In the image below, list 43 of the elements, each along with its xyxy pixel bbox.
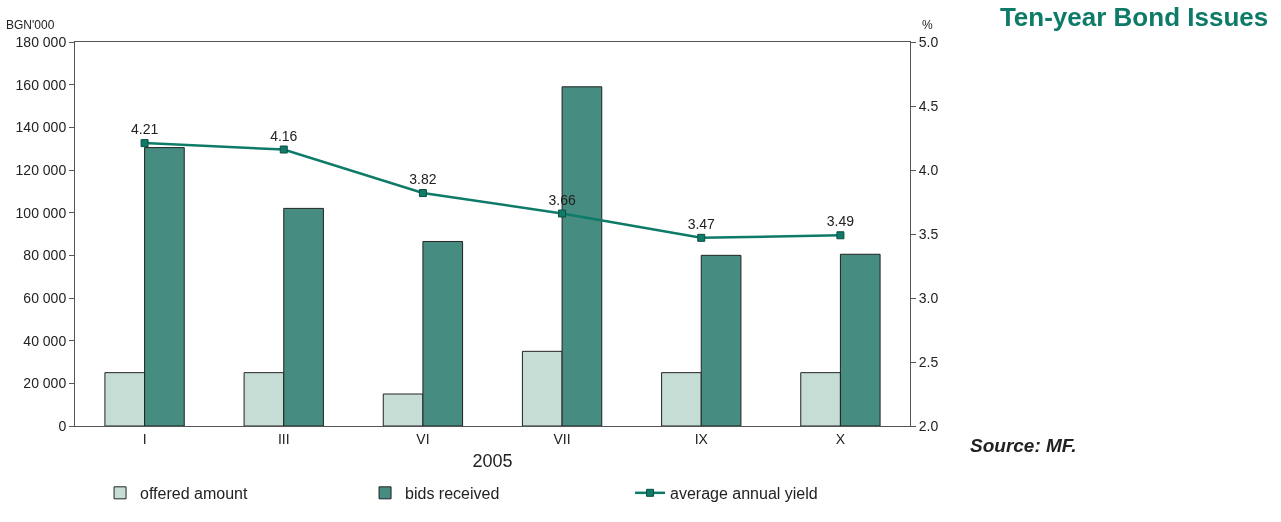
- data-label: 3.49: [826, 213, 855, 230]
- y2-tick-label: 3.0: [918, 289, 939, 306]
- y-tick-label: 20 000: [23, 375, 67, 392]
- x-tick-label: VII: [553, 430, 571, 447]
- data-label: 4.21: [130, 121, 159, 138]
- point: [140, 139, 149, 148]
- y2-tick-label: 2.0: [918, 417, 939, 434]
- y-tick-label: 180 000: [15, 33, 67, 50]
- y-tick-label: 100 000: [15, 204, 67, 221]
- data-label: 3.82: [409, 171, 437, 188]
- y-tick-label: 40 000: [23, 332, 67, 349]
- data-label: 3.47: [687, 215, 716, 232]
- y2-tick-label: 4.5: [918, 97, 939, 114]
- point: [418, 189, 427, 198]
- legend-label: bids received: [405, 485, 500, 503]
- legend-label: offered amount: [140, 485, 248, 503]
- point: [697, 233, 706, 242]
- y-tick-label: 140 000: [15, 119, 67, 136]
- point: [279, 145, 288, 154]
- y2-tick-label: 4.0: [918, 161, 939, 178]
- y2-axis-title: %: [922, 18, 933, 32]
- x-axis-title: 2005: [472, 450, 513, 471]
- data-label: 4.16: [270, 127, 298, 144]
- source-note: Source: MF.: [970, 435, 1077, 456]
- y-tick-label: 120 000: [15, 161, 67, 178]
- x-tick-label: III: [277, 430, 290, 447]
- y2-tick-label: 5.0: [918, 33, 939, 50]
- x-tick-label: VI: [416, 430, 430, 447]
- y-tick-label: 80 000: [23, 247, 67, 264]
- point: [836, 231, 845, 240]
- y-tick-label: 0: [58, 417, 67, 434]
- y2-tick-label: 3.5: [918, 225, 939, 242]
- x-tick-label: X: [835, 430, 846, 447]
- point: [558, 209, 567, 218]
- y2-tick-label: 2.5: [918, 353, 939, 370]
- y-tick-label: 60 000: [23, 289, 67, 306]
- x-tick-label: IX: [694, 430, 709, 447]
- x-tick-label: I: [142, 430, 147, 447]
- y-axis-title: BGN'000: [6, 18, 55, 32]
- legend-label: average annual yield: [670, 485, 818, 503]
- data-label: 3.66: [548, 191, 576, 208]
- y-tick-label: 160 000: [15, 76, 67, 93]
- text: Ten-year Bond Issues: [999, 2, 1269, 33]
